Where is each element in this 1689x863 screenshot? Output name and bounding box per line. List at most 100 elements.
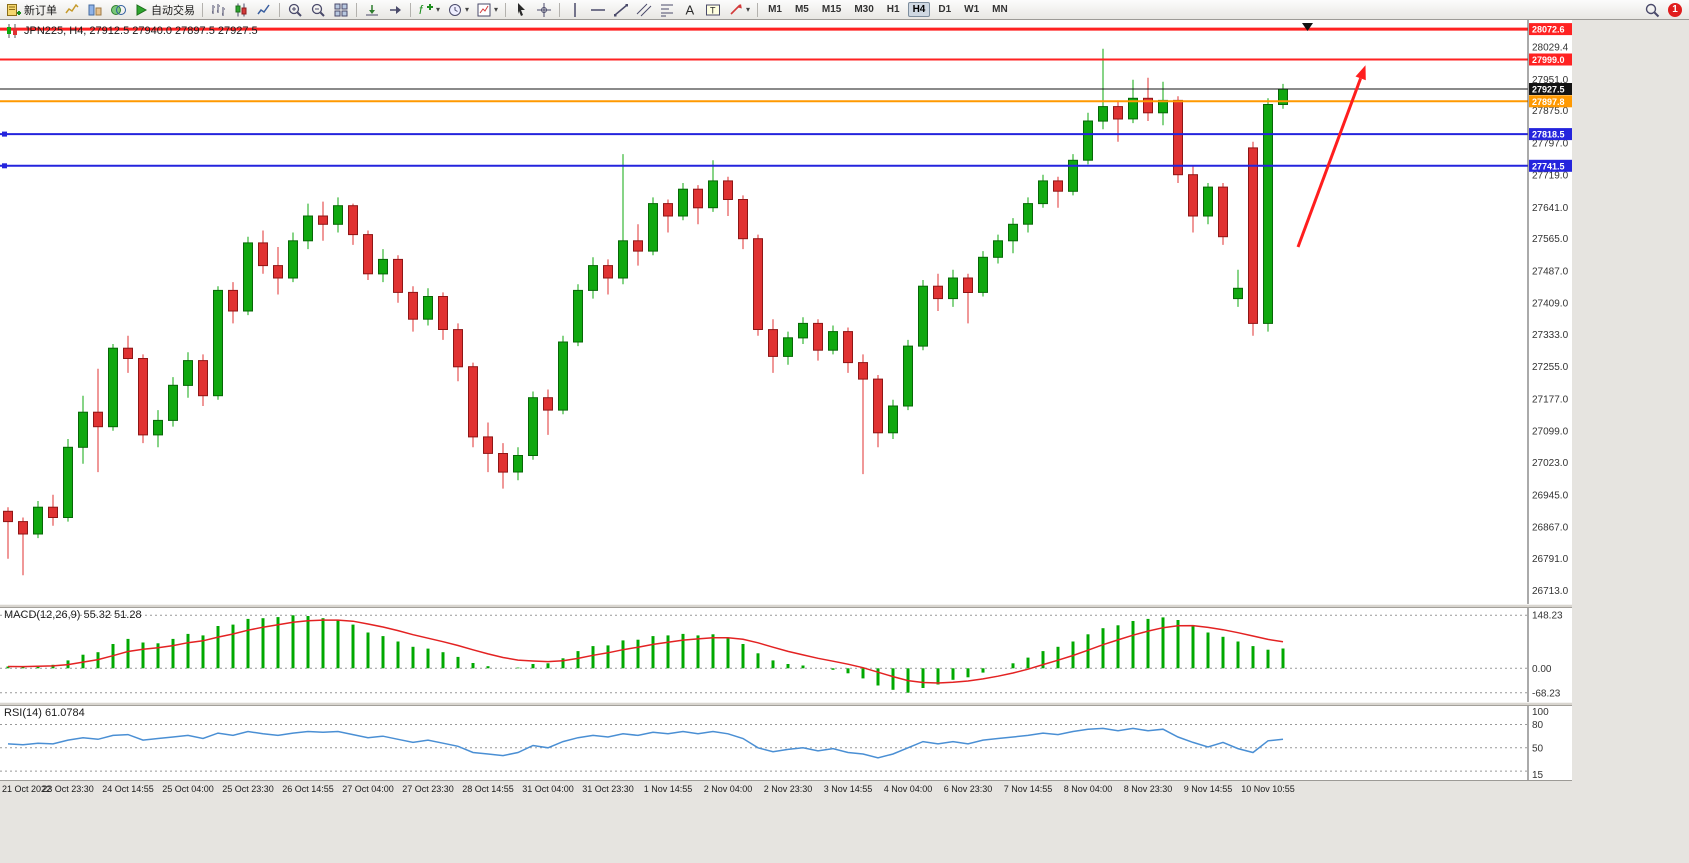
caret-down-icon: ▾ [746, 4, 751, 14]
rsi-panel[interactable]: RSI(14) 61.0784 100 80 50 15 [0, 706, 1572, 780]
indicators-button[interactable]: f ▾ [415, 1, 443, 19]
timeframe-h1-button[interactable]: H1 [886, 4, 900, 15]
horizontal-line-button[interactable] [587, 1, 609, 19]
indicators-icon: f [419, 3, 433, 17]
timeframe-w1-button[interactable]: W1 [964, 4, 980, 15]
market-watch-button[interactable] [107, 1, 129, 19]
template-button[interactable]: ▾ [473, 1, 501, 19]
timeframe-m30-button[interactable]: M30 [854, 4, 874, 15]
candle [543, 397, 553, 411]
candle [78, 411, 88, 448]
bar-chart-button[interactable] [207, 1, 229, 19]
candle [1023, 203, 1033, 225]
search-button[interactable] [1641, 1, 1663, 19]
candle [933, 285, 943, 300]
panel-splitter-macd[interactable] [0, 604, 1572, 608]
zoom-out-button[interactable] [307, 1, 329, 19]
candle [1083, 120, 1093, 161]
price-tag [1529, 128, 1572, 141]
main-chart-svg[interactable]: 28029.4 27951.0 27875.0 27797.0 27719.0 27641… [0, 20, 1572, 604]
candle [633, 240, 643, 252]
price-tag [1529, 159, 1572, 172]
tile-windows-button[interactable] [330, 1, 352, 19]
chart-shift-marker [1302, 23, 1313, 31]
timeframe-m15-button[interactable]: M15 [821, 4, 842, 15]
candle [1038, 180, 1048, 205]
candle [1143, 97, 1153, 114]
time-label: 10 Nov 10:55 [1241, 784, 1295, 794]
equidistant-channel-button[interactable] [633, 1, 655, 19]
footer-area [0, 798, 1689, 862]
candle [393, 258, 403, 293]
tick-chart-button[interactable] [61, 1, 83, 19]
svg-text:T: T [710, 5, 716, 15]
timeframe-m5-button[interactable]: M5 [794, 4, 809, 15]
candle [618, 240, 628, 279]
candle [588, 265, 598, 291]
time-label: 4 Nov 04:00 [883, 784, 933, 794]
time-label: 31 Oct 04:00 [522, 784, 574, 794]
candle [168, 384, 178, 421]
rsi-svg[interactable]: 100 80 50 15 [0, 706, 1572, 780]
arrows-icon [730, 3, 742, 15]
toolbar-separator [559, 2, 561, 17]
time-label: 1 Nov 14:55 [643, 784, 693, 794]
candle [273, 265, 283, 279]
trendline-button[interactable] [610, 1, 632, 19]
cursor-button[interactable] [510, 1, 532, 19]
candle [963, 277, 973, 293]
candle [108, 347, 118, 428]
toolbar-separator [279, 2, 280, 17]
search-icon [1645, 3, 1660, 17]
price-tag [1529, 83, 1572, 95]
periods-icon [449, 3, 462, 16]
fibonacci-icon [661, 4, 674, 16]
chart-shift-button[interactable] [384, 1, 406, 19]
svg-text:27641.0: 27641.0 [1532, 203, 1569, 214]
svg-text:100: 100 [1532, 707, 1549, 718]
time-axis[interactable]: 21 Oct 2022 23 Oct 23:30 24 Oct 14:55 25 Oc… [0, 780, 1572, 798]
time-label: 8 Nov 04:00 [1063, 784, 1113, 794]
time-label: 6 Nov 23:30 [943, 784, 993, 794]
svg-text:26945.0: 26945.0 [1532, 490, 1569, 501]
macd-label: MACD(12,26,9) 55.32 51.28 [4, 609, 142, 621]
vertical-line-button[interactable] [564, 1, 586, 19]
caret-down-icon: ▾ [465, 4, 470, 14]
macd-panel[interactable]: MACD(12,26,9) 55.32 51.28 148.23 0.00 -68.… [0, 608, 1572, 702]
time-label: 3 Nov 14:55 [823, 784, 873, 794]
timeframe-mn-button[interactable]: MN [992, 4, 1008, 15]
candle [1053, 180, 1063, 192]
line-chart-button[interactable] [253, 1, 275, 19]
arrows-button[interactable]: ▾ [725, 1, 753, 19]
fibonacci-button[interactable] [656, 1, 678, 19]
timeframe-h4-button[interactable]: H4 [907, 2, 931, 17]
rsi-line [7, 727, 1284, 759]
candle [93, 411, 103, 428]
svg-text:27897.8: 27897.8 [1532, 97, 1565, 107]
candle [858, 362, 868, 380]
macd-svg[interactable]: 148.23 0.00 -68.23 [0, 608, 1572, 702]
candle [1248, 147, 1258, 324]
candlestick-chart-button[interactable] [230, 1, 252, 19]
notification-badge[interactable]: 1 [1668, 2, 1682, 17]
candle [753, 238, 763, 330]
horizontal-line-icon [591, 8, 606, 11]
timeframe-d1-button[interactable]: D1 [938, 4, 952, 15]
main-chart[interactable]: JPN225, H4, 27912.5 27940.0 27897.5 2792… [0, 20, 1572, 604]
auto-scroll-button[interactable] [361, 1, 383, 19]
timeframe-m1-button[interactable]: M1 [768, 4, 782, 15]
autotrade-button[interactable]: 自动交易 [130, 1, 198, 19]
time-label: 24 Oct 14:55 [102, 784, 154, 794]
panel-splitter-rsi[interactable] [0, 702, 1572, 706]
crosshair-button[interactable] [533, 1, 555, 19]
periods-button[interactable]: ▾ [444, 1, 472, 19]
depth-of-market-button[interactable] [84, 1, 106, 19]
new-order-button[interactable]: 新订单 [3, 1, 60, 19]
text-label-button[interactable]: T [702, 1, 724, 19]
candle [1218, 186, 1228, 238]
candle [828, 331, 838, 351]
candle [318, 215, 328, 225]
text-button[interactable]: A [679, 1, 701, 19]
svg-text:50: 50 [1532, 743, 1544, 754]
zoom-in-button[interactable] [284, 1, 306, 19]
